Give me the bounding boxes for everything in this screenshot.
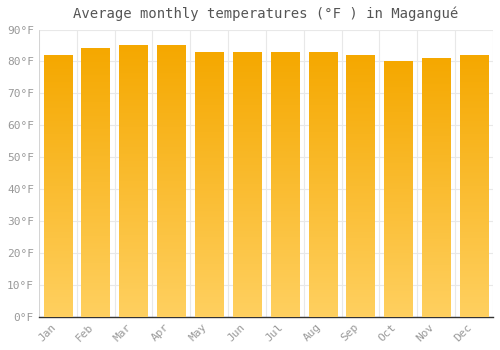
Title: Average monthly temperatures (°F ) in Magangué: Average monthly temperatures (°F ) in Ma… bbox=[74, 7, 458, 21]
